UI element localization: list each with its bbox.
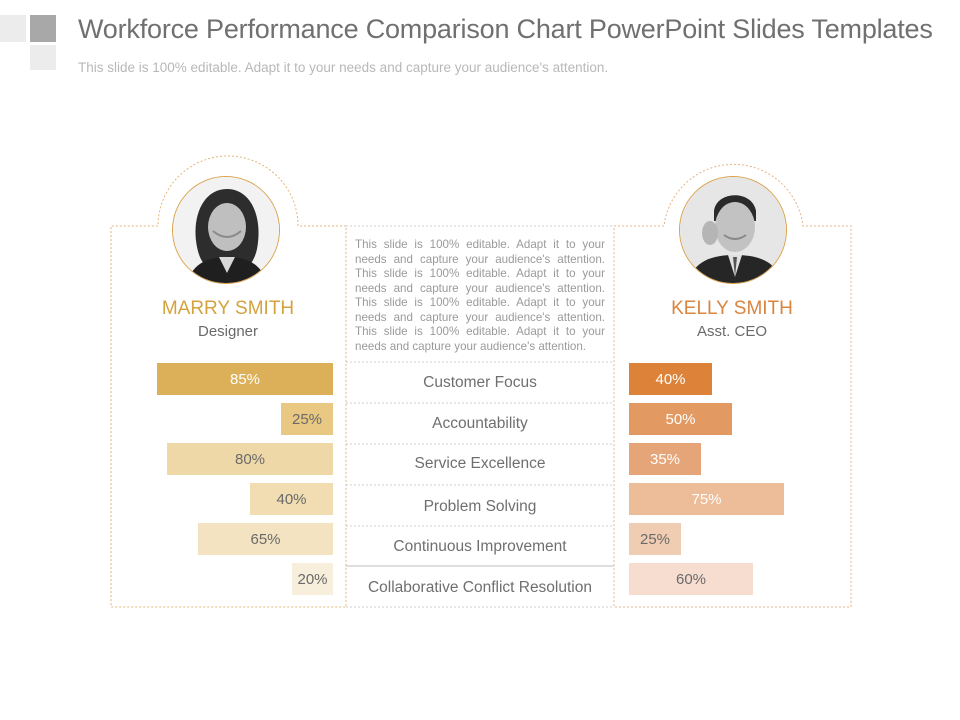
center-description: This slide is 100% editable. Adapt it to…: [355, 238, 605, 353]
bar-right-5: 60%: [629, 563, 753, 595]
person-name-left: MARRY SMITH: [161, 298, 295, 319]
bar-right-0: 40%: [629, 363, 712, 395]
avatar-marry-smith: [172, 176, 280, 284]
criterion-label: Service Excellence: [414, 455, 546, 472]
bar-value-label: 40%: [276, 490, 307, 508]
bar-value-label: 80%: [234, 450, 266, 468]
bar-value-label: 40%: [655, 370, 686, 388]
bar-left-5: 20%: [292, 563, 333, 595]
bar-value-label: 75%: [691, 490, 722, 508]
criterion-label: Problem Solving: [423, 498, 537, 515]
avatar-kelly-smith: [679, 176, 787, 284]
bar-right-2: 35%: [629, 443, 701, 475]
person-role-left: Designer: [197, 323, 259, 340]
person-name-right: KELLY SMITH: [671, 298, 793, 319]
bar-right-1: 50%: [629, 403, 732, 435]
bar-left-0: 85%: [157, 363, 333, 395]
bar-value-label: 25%: [291, 410, 323, 428]
center-panel-border: [346, 225, 614, 608]
bar-value-label: 20%: [297, 570, 328, 588]
right-panel-border: [613, 163, 852, 608]
bar-right-4: 25%: [629, 523, 681, 555]
bar-left-4: 65%: [198, 523, 333, 555]
bar-left-1: 25%: [281, 403, 333, 435]
bar-value-label: 50%: [665, 410, 696, 428]
bar-value-label: 65%: [250, 530, 281, 548]
page-title: Workforce Performance Comparison Chart P…: [78, 14, 933, 44]
bar-value-label: 25%: [639, 530, 671, 548]
bar-left-2: 80%: [167, 443, 333, 475]
bar-right-3: 75%: [629, 483, 784, 515]
bar-value-label: 60%: [675, 570, 707, 588]
criterion-label: Continuous Improvement: [393, 538, 567, 555]
deco-square-light: [0, 15, 26, 42]
criterion-label: Collaborative Conflict Resolution: [367, 579, 592, 596]
bar-left-3: 40%: [250, 483, 333, 515]
person-role-right: Asst. CEO: [696, 323, 767, 340]
page-subtitle: This slide is 100% editable. Adapt it to…: [78, 60, 609, 75]
bar-value-label: 35%: [649, 450, 681, 468]
criterion-label: Customer Focus: [423, 374, 537, 391]
bar-value-label: 85%: [229, 370, 261, 388]
deco-square-dark: [30, 15, 56, 42]
deco-square-light-2: [30, 45, 56, 70]
center-row-dividers: [346, 361, 614, 527]
left-panel-border: [110, 155, 347, 608]
criterion-label: Accountability: [432, 415, 528, 432]
